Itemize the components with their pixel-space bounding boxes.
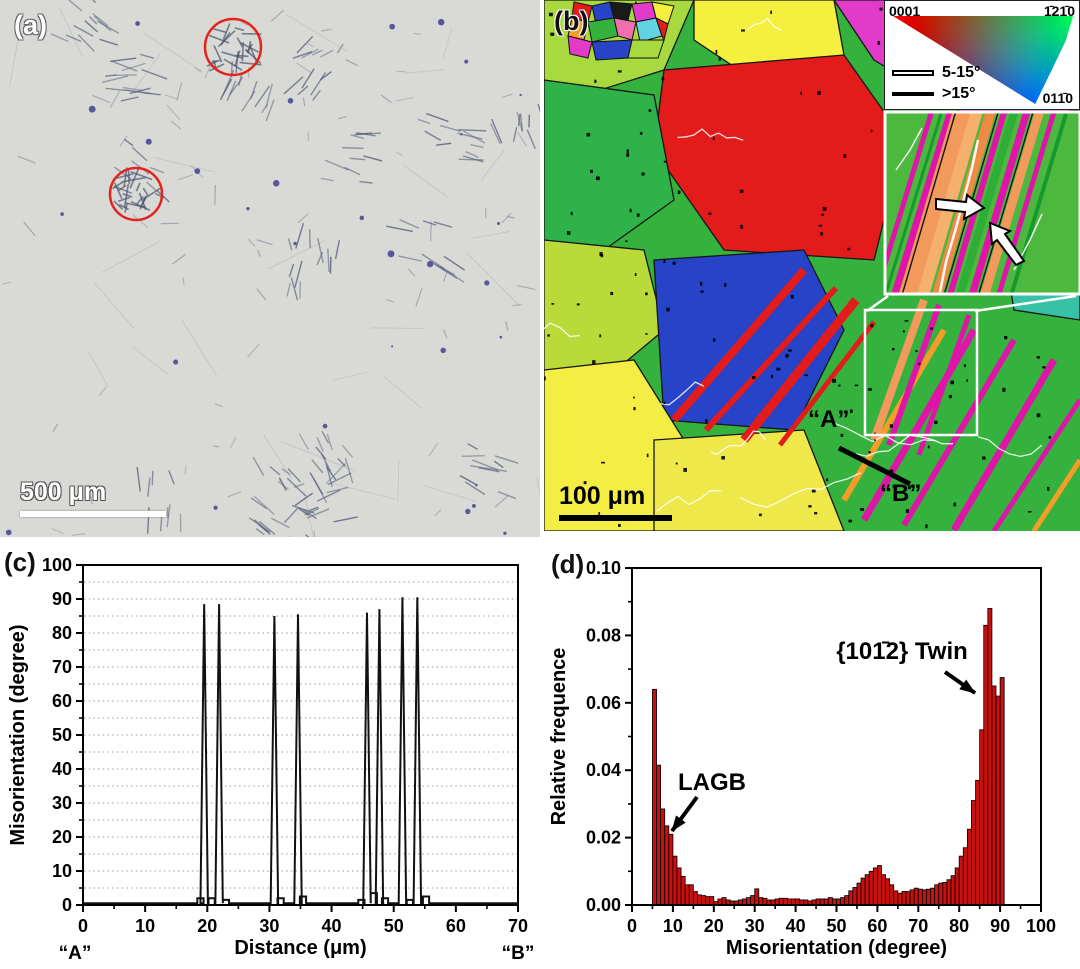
point-a-marker: “A” (808, 406, 850, 433)
d-annotation-lagb: LAGB (678, 769, 746, 796)
twin-lamellae (670, 267, 1080, 533)
svg-text:50: 50 (384, 916, 404, 936)
svg-text:80: 80 (949, 916, 969, 936)
c-profile-line (83, 597, 518, 905)
c-ticks: 0 10 20 30 40 50 60 70 80 90 100 0 10 20 30 40 50 60 70 (42, 555, 528, 936)
misorientation-histogram-chart: 0.00 0.02 0.04 0.06 0.08 0.10 0 10 20 30 40 50 60 70 8… (548, 558, 1056, 959)
ipf-corner-0110: 011̄0 (1042, 90, 1073, 106)
panel-c-label: (c) (4, 547, 36, 577)
highlight-circle-2 (108, 166, 164, 222)
hagb-label: >15° (942, 84, 976, 102)
ipf-corner-0001: 0001 (889, 3, 921, 19)
svg-text:30: 30 (745, 916, 765, 936)
highlight-circles (108, 17, 263, 222)
svg-text:0.02: 0.02 (586, 828, 621, 848)
c-endpoint-b: “B” (502, 943, 535, 964)
panel-b-scalebar: 100 μm (559, 484, 672, 521)
svg-text:20: 20 (197, 916, 217, 936)
inset-arrows (935, 193, 1026, 267)
svg-text:30: 30 (52, 793, 72, 813)
point-b-marker: “B” (880, 480, 922, 507)
svg-text:90: 90 (990, 916, 1010, 936)
d-yaxis-label: Relative frequence (548, 648, 570, 826)
panel-a-micrograph: (a) 500 μm (0, 0, 550, 550)
highlight-circle-1 (203, 17, 263, 77)
svg-text:0.10: 0.10 (586, 558, 621, 578)
svg-text:10: 10 (52, 861, 72, 881)
inset-border (883, 110, 1080, 296)
svg-text:60: 60 (52, 691, 72, 711)
svg-text:90: 90 (52, 589, 72, 609)
svg-text:70: 70 (908, 916, 928, 936)
panel-d-histogram: 0.00 0.02 0.04 0.06 0.08 0.10 0 10 20 30 40 50 60 70 8… (545, 545, 1080, 969)
panel-c-line-chart: 0 10 20 30 40 50 60 70 80 90 100 0 10 20 30 40 50 60 70 Dis… (0, 545, 540, 969)
inset-connector-left (866, 294, 889, 313)
magnified-inset (883, 110, 1080, 296)
c-endpoint-a: “A” (59, 943, 92, 964)
svg-text:40: 40 (786, 916, 806, 936)
boundary-legend: 5-15° >15° (892, 62, 980, 104)
svg-text:40: 40 (52, 759, 72, 779)
panel-b-label: (b) (554, 6, 589, 36)
roi-rectangle (863, 308, 979, 437)
svg-text:50: 50 (52, 725, 72, 745)
svg-text:20: 20 (704, 916, 724, 936)
ebsd-map-image (530, 0, 1080, 533)
svg-text:100: 100 (42, 555, 72, 575)
svg-text:60: 60 (446, 916, 466, 936)
d-annotation-twin-arrow (943, 670, 977, 695)
panel-a-scalebar-line (20, 511, 166, 517)
svg-text:100: 100 (1026, 916, 1056, 936)
svg-text:50: 50 (826, 916, 846, 936)
svg-text:10: 10 (663, 916, 683, 936)
ipf-color-key: 0001 1̄21̄0 011̄0 5-15° >15° (884, 0, 1080, 110)
d-annotation-twin: {101̄2} Twin (836, 638, 968, 665)
map-specks (544, 1, 1080, 529)
fine-grain-cluster (567, 1, 675, 61)
legend-row-hagb: >15° (892, 83, 980, 104)
svg-text:70: 70 (508, 916, 528, 936)
svg-text:70: 70 (52, 657, 72, 677)
d-annotation-lagb-arrow (670, 795, 699, 833)
svg-text:40: 40 (322, 916, 342, 936)
svg-text:0.04: 0.04 (586, 760, 621, 780)
svg-text:0.00: 0.00 (586, 895, 621, 915)
d-ticks: 0.00 0.02 0.04 0.06 0.08 0.10 0 10 20 30 40 50 60 70 8… (586, 558, 1056, 936)
panel-a-scalebar: 500 μm (20, 480, 166, 517)
svg-text:0.06: 0.06 (586, 693, 621, 713)
legend-row-lagb: 5-15° (892, 62, 980, 83)
c-yaxis-label: Misorientation (degree) (7, 624, 29, 845)
profile-line-ab (837, 445, 912, 487)
panel-a-scalebar-label: 500 μm (20, 478, 107, 506)
panel-b-scalebar-label: 100 μm (559, 482, 646, 510)
hagb-line-swatch (892, 91, 934, 96)
svg-text:60: 60 (867, 916, 887, 936)
svg-text:30: 30 (259, 916, 279, 936)
panel-b-ebsd-map: (b) 100 μm “A” “B” 0001 1̄21̄0 011̄0 5-1… (530, 0, 1080, 533)
panel-a-label: (a) (14, 10, 47, 40)
inset-connector-right (974, 294, 1077, 313)
svg-text:10: 10 (135, 916, 155, 936)
panel-d-label: (d) (551, 549, 585, 579)
svg-text:0.08: 0.08 (586, 625, 621, 645)
svg-text:0: 0 (62, 895, 72, 915)
svg-text:0: 0 (627, 916, 637, 936)
d-xaxis-label: Misorientation (degree) (726, 937, 947, 959)
c-xaxis-label: Distance (μm) (234, 937, 366, 959)
svg-text:80: 80 (52, 623, 72, 643)
svg-text:0: 0 (78, 916, 88, 936)
ipf-corner-1210: 1̄21̄0 (1043, 3, 1075, 19)
lagb-line-swatch (892, 69, 934, 76)
lagb-label: 5-15° (942, 63, 981, 81)
svg-text:20: 20 (52, 827, 72, 847)
panel-b-scalebar-line (559, 515, 672, 521)
misorientation-profile-chart: 0 10 20 30 40 50 60 70 80 90 100 0 10 20 30 40 50 60 70 Dis… (7, 555, 535, 964)
micrograph-image (0, 0, 550, 550)
